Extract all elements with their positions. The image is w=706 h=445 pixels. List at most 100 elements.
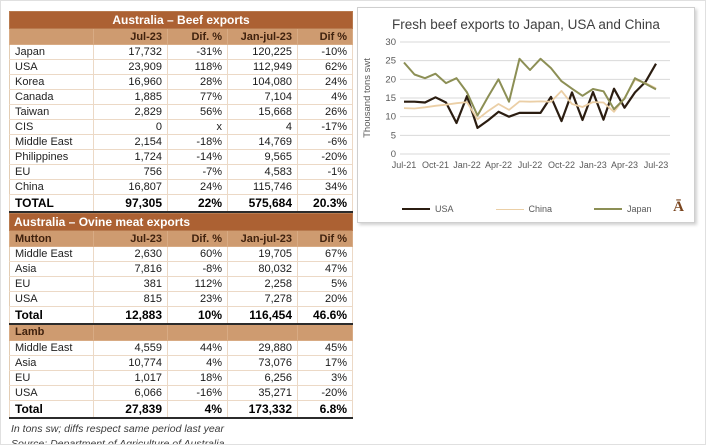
value-cell: 28% bbox=[167, 74, 228, 90]
value-cell: -6% bbox=[296, 134, 354, 150]
table-row: EU 1,017 18% 6,256 3% bbox=[9, 369, 353, 386]
x-tick-label: Apr-22 bbox=[485, 160, 512, 170]
value-cell: 20.3% bbox=[296, 194, 354, 213]
total-row: Total 12,883 10% 116,454 46.6% bbox=[9, 306, 353, 325]
table-row: China 16,807 24% 115,746 34% bbox=[9, 179, 354, 195]
value-cell: 2,630 bbox=[93, 246, 168, 262]
value-cell: 5% bbox=[297, 276, 353, 292]
table-row: USA 23,909 118% 112,949 62% bbox=[9, 59, 354, 75]
table-row: Canada 1,885 77% 7,104 4% bbox=[9, 89, 354, 105]
x-tick-label: Jul-22 bbox=[518, 160, 543, 170]
value-cell: 575,684 bbox=[227, 194, 298, 213]
beef-exports-table: Australia – Beef exports Jul-23 Dif. % Jan… bbox=[8, 11, 354, 213]
table-row: Taiwan 2,829 56% 15,668 26% bbox=[9, 104, 354, 120]
value-cell: 16,960 bbox=[93, 74, 168, 90]
total-label: TOTAL bbox=[9, 194, 94, 213]
value-cell: 1,724 bbox=[93, 149, 168, 165]
table-row: Asia 10,774 4% 73,076 17% bbox=[9, 354, 353, 371]
x-tick-label: Oct-21 bbox=[422, 160, 449, 170]
y-tick-label: 25 bbox=[385, 56, 396, 67]
y-tick-label: 5 bbox=[391, 130, 396, 141]
table-row: USA 6,066 -16% 35,271 -20% bbox=[9, 384, 353, 401]
value-cell: -8% bbox=[167, 261, 228, 277]
legend-item-japan: Japan bbox=[594, 204, 652, 214]
table-row: Middle East 2,630 60% 19,705 67% bbox=[9, 246, 353, 262]
footnote-source: Source: Department of Agriculture of Aus… bbox=[11, 437, 225, 445]
value-cell: -18% bbox=[167, 134, 228, 150]
value-cell: Dif % bbox=[297, 230, 353, 247]
value-cell: Dif. % bbox=[167, 28, 228, 45]
value-cell: 17,732 bbox=[93, 44, 168, 60]
value-cell: -1% bbox=[296, 164, 354, 180]
value-cell: 20% bbox=[297, 291, 353, 307]
value-cell: -31% bbox=[167, 44, 228, 60]
series-line-china bbox=[403, 78, 657, 121]
value-cell: 35,271 bbox=[227, 384, 298, 401]
value-cell bbox=[227, 323, 298, 341]
value-cell: 10,774 bbox=[93, 354, 168, 371]
section-header-row-mutton: Mutton Jul-23 Dif. % Jan-jul-23 Dif % bbox=[9, 230, 353, 247]
value-cell: 67% bbox=[297, 246, 353, 262]
value-cell: 116,454 bbox=[227, 306, 298, 325]
section-name: Lamb bbox=[9, 323, 94, 341]
total-label: Total bbox=[9, 399, 94, 419]
row-label: China bbox=[9, 179, 94, 195]
value-cell: 19,705 bbox=[227, 246, 298, 262]
value-cell: 6.8% bbox=[297, 399, 353, 419]
value-cell: 6,256 bbox=[227, 369, 298, 386]
value-cell: 104,080 bbox=[227, 74, 298, 90]
value-cell: 10% bbox=[167, 306, 228, 325]
table-row: Asia 7,816 -8% 80,032 47% bbox=[9, 261, 353, 277]
value-cell: 6,066 bbox=[93, 384, 168, 401]
legend-label: Japan bbox=[627, 204, 652, 214]
value-cell: 34% bbox=[296, 179, 354, 195]
legend-swatch-usa bbox=[402, 208, 430, 210]
row-label: Canada bbox=[9, 89, 94, 105]
x-tick-label: Oct-22 bbox=[548, 160, 575, 170]
value-cell: 45% bbox=[297, 339, 353, 356]
beef-exports-chart-panel: Fresh beef exports to Japan, USA and Chi… bbox=[357, 7, 695, 223]
value-cell: 3% bbox=[297, 369, 353, 386]
ovine-table-title: Australia – Ovine meat exports bbox=[9, 213, 353, 231]
row-label: Middle East bbox=[9, 134, 94, 150]
legend-swatch-china bbox=[495, 208, 524, 210]
series-line-usa bbox=[404, 63, 657, 130]
row-label: EU bbox=[9, 369, 94, 386]
value-cell: 56% bbox=[167, 104, 228, 120]
total-row: Total 27,839 4% 173,332 6.8% bbox=[9, 399, 353, 419]
table-row: EU 381 112% 2,258 5% bbox=[9, 276, 353, 292]
value-cell: 381 bbox=[93, 276, 168, 292]
value-cell: 9,565 bbox=[227, 149, 298, 165]
value-cell: Jan-jul-23 bbox=[227, 230, 298, 247]
table-row: Middle East 4,559 44% 29,880 45% bbox=[9, 339, 353, 356]
row-label: Japan bbox=[9, 44, 94, 60]
value-cell: 18% bbox=[167, 369, 228, 386]
value-cell: 4,559 bbox=[93, 339, 168, 356]
value-cell: 46.6% bbox=[297, 306, 353, 325]
row-label: Middle East bbox=[9, 339, 94, 356]
value-cell: 27,839 bbox=[93, 399, 168, 419]
ovine-exports-table: Australia – Ovine meat exports Mutton Jul… bbox=[9, 213, 353, 419]
y-tick-label: 10 bbox=[385, 112, 396, 123]
table-row: Philippines 1,724 -14% 9,565 -20% bbox=[9, 149, 354, 165]
corner-cell bbox=[9, 28, 94, 45]
table-row: USA 815 23% 7,278 20% bbox=[9, 291, 353, 307]
value-cell: 7,278 bbox=[227, 291, 298, 307]
value-cell: -17% bbox=[296, 119, 354, 135]
value-cell: 17% bbox=[297, 354, 353, 371]
x-tick-label: Jul-21 bbox=[392, 160, 417, 170]
row-label: EU bbox=[9, 164, 94, 180]
value-cell: -10% bbox=[296, 44, 354, 60]
y-axis-label: Thousand tons swt bbox=[362, 58, 373, 138]
value-cell: 1,885 bbox=[93, 89, 168, 105]
value-cell: -20% bbox=[297, 384, 353, 401]
value-cell bbox=[167, 323, 228, 341]
value-cell: Jan-jul-23 bbox=[227, 28, 298, 45]
table-row: CIS 0 x 4 -17% bbox=[9, 119, 354, 135]
beef-table-title: Australia – Beef exports bbox=[8, 11, 354, 29]
value-cell: 4 bbox=[227, 119, 298, 135]
value-cell: Dif. % bbox=[167, 230, 228, 247]
row-label: Taiwan bbox=[9, 104, 94, 120]
value-cell: Jul-23 bbox=[93, 28, 168, 45]
row-label: Asia bbox=[9, 354, 94, 371]
